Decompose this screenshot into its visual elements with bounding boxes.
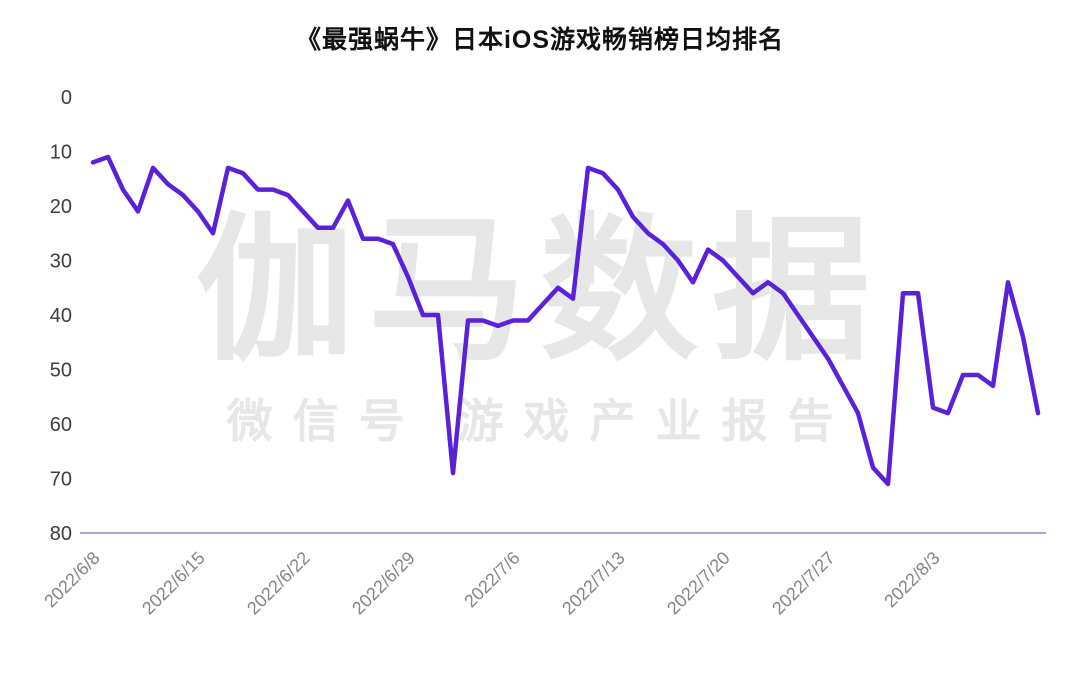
x-axis-tick-label: 2022/6/29 [348, 548, 419, 619]
x-axis-tick-label: 2022/7/6 [460, 548, 524, 612]
x-axis-tick-label: 2022/7/13 [558, 548, 629, 619]
rank-line-series [90, 154, 1041, 487]
x-axis-tick-label: 2022/7/27 [768, 548, 839, 619]
y-axis-tick-label: 10 [50, 142, 72, 164]
y-axis-tick-label: 30 [50, 251, 72, 273]
y-axis-tick-label: 70 [50, 469, 72, 491]
x-axis-tick-label: 2022/8/3 [880, 548, 944, 612]
y-axis-tick-label: 80 [50, 523, 72, 545]
x-axis-tick-label: 2022/6/8 [40, 548, 104, 612]
y-axis-tick-label: 20 [50, 196, 72, 218]
y-axis-tick-label: 50 [50, 360, 72, 382]
chart-title: 《最强蜗牛》日本iOS游戏畅销榜日均排名 [295, 26, 785, 54]
x-axis-tick-label: 2022/6/15 [138, 548, 209, 619]
line-chart-canvas: 0 10 20 30 40 50 60 70 80 2022/6/8 2022/6/15 2022/6… [40, 87, 1046, 619]
y-axis-tick-label: 60 [50, 414, 72, 436]
x-axis-tick-label: 2022/7/20 [663, 548, 734, 619]
y-axis-tick-label: 0 [61, 87, 72, 109]
x-axis-tick-label: 2022/6/22 [243, 548, 314, 619]
y-axis-tick-label: 40 [50, 305, 72, 327]
